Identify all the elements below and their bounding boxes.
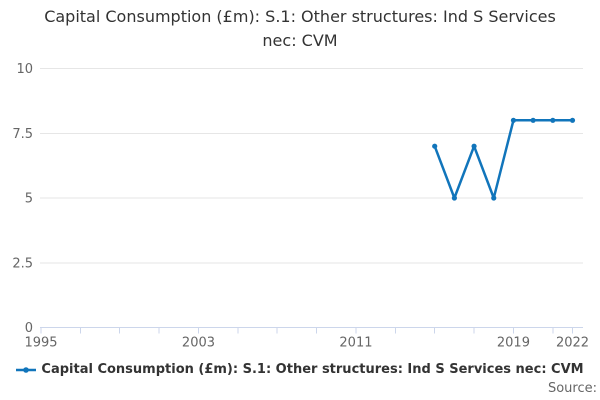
data-point-marker[interactable] [569, 117, 576, 123]
data-point-marker[interactable] [530, 117, 536, 123]
data-point-marker[interactable] [550, 117, 556, 123]
data-point-marker[interactable] [451, 195, 457, 201]
x-axis-tick-label: 2019 [497, 336, 530, 351]
chart-title: Capital Consumption (£m): S.1: Other str… [44, 7, 556, 50]
data-point-marker[interactable] [510, 117, 517, 123]
data-point-marker[interactable] [432, 143, 438, 149]
legend-label: Capital Consumption (£m): S.1: Other str… [41, 362, 584, 377]
data-point-marker[interactable] [471, 143, 477, 149]
legend: Capital Consumption (£m): S.1: Other str… [0, 362, 600, 377]
data-point-marker[interactable] [491, 195, 497, 201]
y-axis-tick-label: 5 [25, 192, 33, 207]
series-line[interactable] [433, 119, 574, 200]
y-axis-tick-label: 2.5 [12, 256, 33, 271]
x-axis-tick-label: 2003 [182, 336, 215, 351]
y-axis-tick-label: 10 [16, 62, 33, 77]
x-axis-tick-label: 2011 [339, 336, 372, 351]
y-axis-tick-label: 0 [25, 321, 33, 336]
legend-item[interactable]: Capital Consumption (£m): S.1: Other str… [16, 362, 584, 377]
x-axis-tick-label: 1995 [24, 336, 57, 351]
line-series-icon [16, 366, 37, 373]
x-axis-tick-label: 2022 [556, 336, 589, 351]
y-axis-tick-label: 7.5 [12, 127, 33, 142]
source-label: Source: [547, 381, 597, 396]
